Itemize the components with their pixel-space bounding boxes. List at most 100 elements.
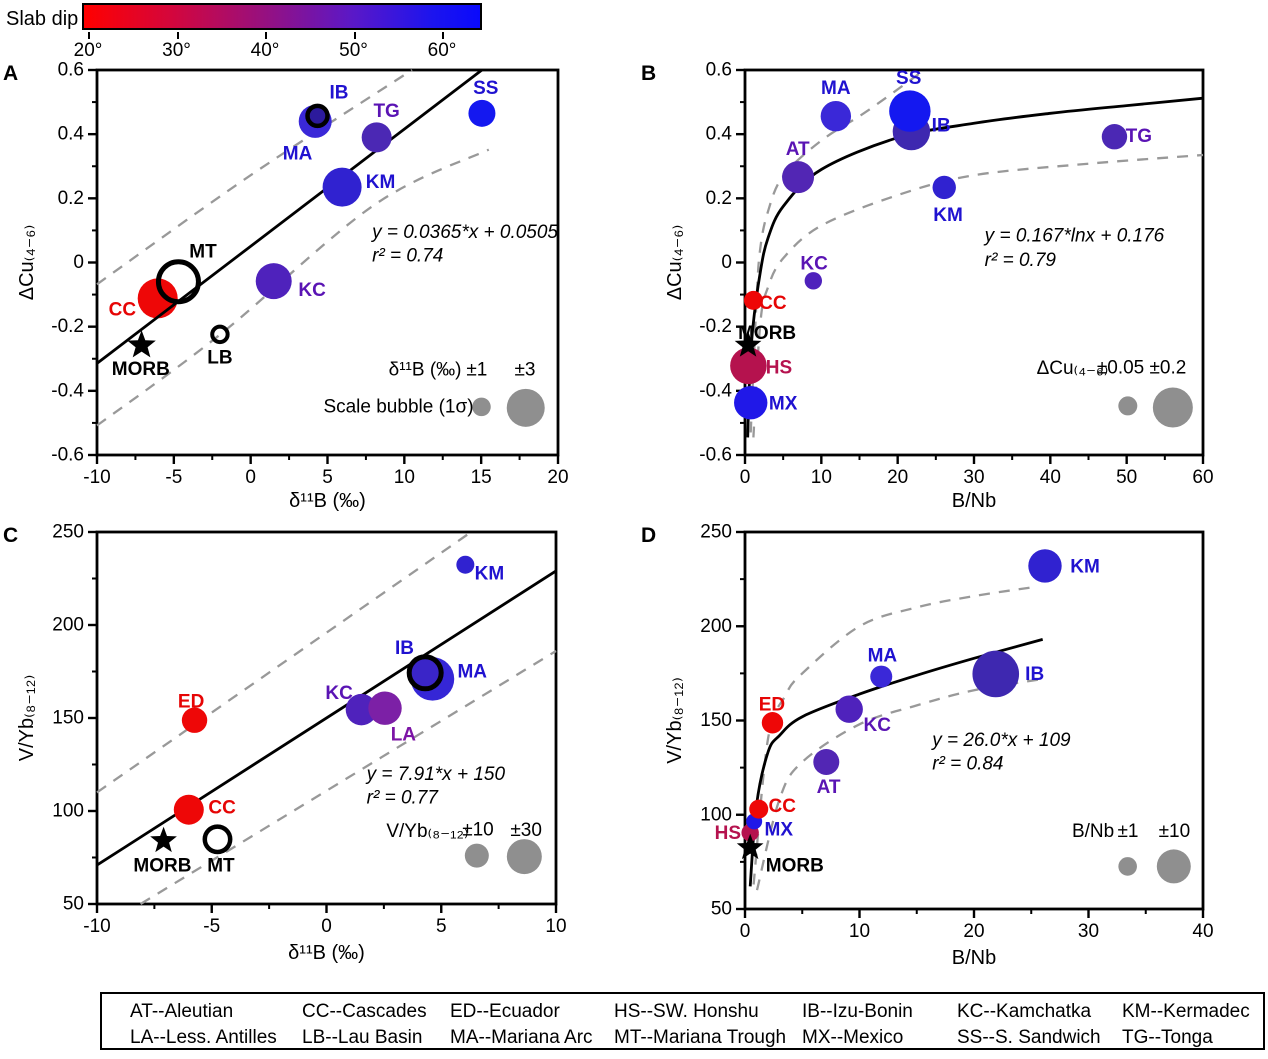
- x-axis-title-D: B/Nb: [952, 947, 996, 969]
- point-label-D-MA: MA: [868, 645, 898, 666]
- confidence-band-lower-D: [755, 677, 1043, 891]
- scale-legend-label-C-0: ±10: [462, 819, 494, 840]
- colorbar-tick-label: 40°: [250, 40, 280, 61]
- colorbar-tick: [176, 32, 179, 39]
- point-B-CC-bubble: [743, 290, 763, 310]
- y-tick-label: -0.4: [51, 380, 84, 401]
- legend-entry: TG--Tonga: [1122, 1027, 1213, 1048]
- point-label-A-CC: CC: [109, 299, 137, 320]
- y-tick-label: 100: [52, 801, 84, 822]
- scale-legend-title-C: V/Yb₍₈₋₁₂₎: [386, 821, 468, 842]
- point-C-ED-bubble: [181, 707, 208, 733]
- colorbar-title: Slab dip: [6, 8, 79, 30]
- fit-line-D: [748, 638, 1044, 887]
- point-C-MORB-star-marker: [150, 826, 177, 853]
- point-D-AT-bubble: [813, 748, 840, 775]
- x-tick-label: 20: [963, 921, 984, 942]
- fit-line-C: [96, 569, 557, 867]
- y-tick-label: 0.2: [706, 188, 732, 209]
- y-axis-title-A: ΔCu₍₄₋₆₎: [16, 225, 38, 301]
- r-squared-B: r² = 0.79: [985, 250, 1057, 271]
- point-label-D-ED: ED: [759, 694, 785, 715]
- scale-bubble-A-1: [506, 388, 545, 427]
- y-tick-label: 50: [711, 899, 732, 920]
- confidence-band-upper-A: [96, 69, 413, 286]
- panel-letter-D: D: [641, 524, 656, 547]
- point-C-MT-open-circle: [202, 824, 233, 855]
- point-label-C-IB: IB: [395, 638, 414, 659]
- legend-entry: ED--Ecuador: [450, 1001, 560, 1022]
- x-tick-label: 30: [1078, 921, 1099, 942]
- panel-C: -10 -5 0 5 10 50 100 150 200 250 ED CC KC LA MA IB KM MT M…: [3, 522, 567, 965]
- point-label-C-MA: MA: [457, 661, 487, 682]
- point-D-MA-bubble: [870, 665, 893, 688]
- scale-legend-label-C-1: ±30: [510, 820, 542, 841]
- confidence-band-lower-A: [96, 148, 490, 427]
- colorbar-tick: [353, 32, 356, 39]
- scale-legend-note-A: Scale bubble (1σ): [323, 396, 473, 417]
- equation-C: y = 7.91*x + 150: [365, 764, 506, 785]
- point-label-D-IB: IB: [1025, 664, 1044, 685]
- legend-entry: CC--Cascades: [302, 1001, 427, 1022]
- y-tick-label: 150: [700, 710, 732, 731]
- legend-entry: LA--Less. Antilles: [130, 1027, 277, 1048]
- y-tick-label: 0.4: [706, 124, 733, 145]
- y-tick-label: 0.6: [706, 60, 732, 81]
- point-A-TG-bubble: [361, 122, 392, 153]
- y-tick-label: -0.6: [699, 445, 732, 466]
- confidence-band-lower-C: [140, 650, 557, 905]
- x-tick-label: 15: [471, 467, 492, 488]
- point-label-D-AT: AT: [817, 777, 841, 798]
- point-A-LB-open-circle: [210, 324, 230, 345]
- scale-legend-title-A: δ¹¹B (‰): [389, 359, 462, 380]
- panel-letter-C: C: [3, 524, 18, 547]
- point-label-D-KM: KM: [1070, 557, 1100, 578]
- y-tick-label: -0.6: [51, 445, 84, 466]
- legend-entry: MX--Mexico: [802, 1027, 904, 1048]
- point-B-HS-bubble: [730, 347, 767, 385]
- point-B-AT-bubble: [782, 161, 815, 194]
- point-D-MORB-star-marker: [736, 833, 764, 860]
- panel-letter-A: A: [3, 62, 18, 85]
- scale-bubble-C-1: [506, 839, 542, 875]
- plot-frame-D: [743, 530, 1205, 911]
- scale-legend-title-D: B/Nb: [1072, 821, 1114, 842]
- point-B-MA-bubble: [820, 101, 852, 132]
- scale-legend-title-B: ΔCu₍₄₋₆₎: [1037, 358, 1109, 379]
- colorbar-tick-label: 30°: [162, 40, 191, 61]
- legend-entry: LB--Lau Basin: [302, 1027, 423, 1048]
- equation-D: y = 26.0*x + 109: [930, 730, 1071, 751]
- x-tick-label: 10: [811, 467, 832, 488]
- scale-legend-label-A-1: ±3: [514, 359, 535, 380]
- fit-line-B: [746, 96, 1204, 438]
- panel-letter-B: B: [641, 62, 656, 85]
- legend-entry: SS--S. Sandwich: [957, 1027, 1101, 1048]
- point-label-B-IB: IB: [932, 116, 951, 137]
- point-label-B-SS: SS: [896, 68, 921, 89]
- legend-entry: MA--Mariana Arc: [450, 1027, 593, 1048]
- x-tick-label: 10: [394, 467, 415, 488]
- point-label-B-CC: CC: [759, 293, 787, 314]
- x-tick-label: 50: [1116, 467, 1137, 488]
- point-label-B-MORB: MORB: [738, 323, 796, 344]
- point-label-B-MX: MX: [769, 393, 798, 414]
- point-label-A-TG: TG: [373, 101, 399, 122]
- point-A-MORB-star-marker: [127, 330, 156, 358]
- y-tick-label: 250: [700, 522, 732, 543]
- point-A-MT-open-circle: [155, 259, 201, 305]
- y-tick-label: 0.4: [58, 124, 85, 145]
- legend-entry: KC--Kamchatka: [957, 1001, 1092, 1022]
- x-tick-label: 10: [545, 916, 566, 937]
- colorbar-tick-label: 20°: [73, 40, 103, 61]
- point-label-A-MT: MT: [189, 241, 217, 262]
- point-A-IB-bubble: [305, 103, 330, 129]
- r-squared-D: r² = 0.84: [932, 753, 1003, 774]
- scale-bubble-B-0: [1118, 396, 1138, 416]
- scale-bubble-C-0: [464, 843, 489, 868]
- point-label-C-MT: MT: [207, 855, 235, 876]
- point-label-D-HS: HS: [715, 823, 741, 844]
- colorbar-tick: [265, 32, 267, 39]
- point-A-KM-bubble: [322, 167, 362, 207]
- point-A-KC-bubble: [255, 263, 292, 300]
- x-tick-label: 0: [740, 921, 751, 942]
